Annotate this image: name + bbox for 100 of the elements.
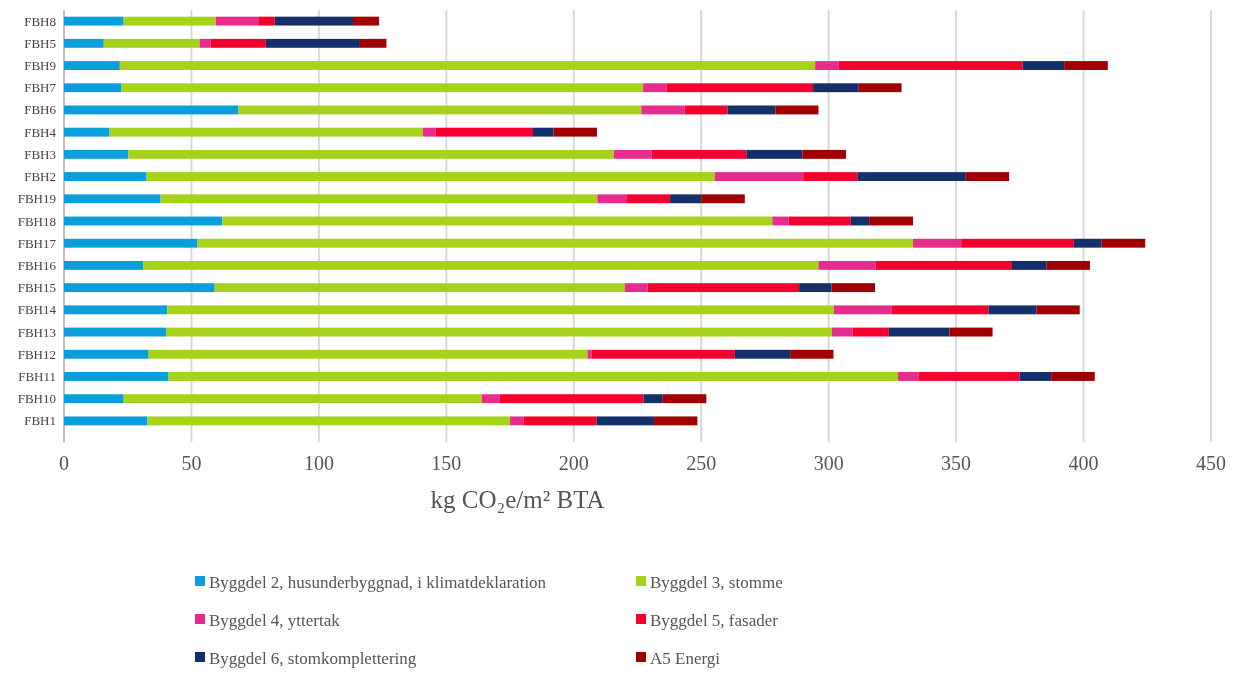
- bar: [852, 327, 889, 337]
- y-tick-label: FBH13: [17, 324, 56, 340]
- x-tick-label: 400: [1068, 452, 1099, 474]
- bar: [523, 416, 597, 426]
- bar: [790, 349, 834, 359]
- y-tick-label: FBH17: [17, 235, 57, 251]
- bar: [1051, 372, 1095, 381]
- bar: [210, 38, 266, 48]
- x-tick-label: 300: [813, 452, 844, 474]
- bar: [199, 38, 211, 48]
- bar: [353, 16, 380, 26]
- bar: [803, 172, 858, 182]
- bar: [1019, 372, 1052, 381]
- bar: [891, 305, 989, 315]
- legend-label: Byggdel 5, fasader: [650, 610, 779, 630]
- bar: [64, 260, 144, 270]
- bar: [666, 83, 814, 93]
- bar: [965, 172, 1010, 182]
- x-tick-label: 350: [941, 452, 972, 474]
- bar: [815, 61, 839, 70]
- bar: [265, 38, 360, 48]
- bar: [838, 61, 1023, 70]
- bar: [913, 238, 962, 248]
- y-tick-label: FBH5: [24, 35, 56, 51]
- bar: [831, 283, 876, 293]
- bar: [662, 394, 707, 404]
- bar: [1022, 61, 1065, 70]
- bar: [147, 416, 511, 426]
- bar: [727, 105, 776, 115]
- y-tick-label: FBH3: [24, 146, 56, 162]
- y-tick-label: FBH15: [17, 280, 56, 296]
- bar: [869, 216, 914, 226]
- bar: [833, 305, 892, 315]
- bar: [587, 349, 592, 359]
- legend-label: Byggdel 4, yttertak: [209, 610, 341, 630]
- bar: [533, 127, 554, 137]
- bar: [435, 127, 533, 137]
- bar: [772, 216, 789, 226]
- bar: [64, 283, 215, 293]
- bar: [918, 372, 1020, 381]
- legend-label: Byggdel 2, husunderbyggnad, i klimatdeklaration: [209, 572, 547, 592]
- bar: [858, 83, 902, 93]
- bar: [734, 349, 791, 359]
- legend-label: A5 Energi: [650, 648, 721, 668]
- bar: [123, 394, 482, 404]
- x-tick-label: 150: [431, 452, 462, 474]
- bar: [146, 172, 715, 182]
- bar: [643, 394, 663, 404]
- bar: [359, 38, 387, 48]
- bar: [510, 416, 524, 426]
- y-tick-label: FBH6: [24, 102, 57, 118]
- bar: [624, 283, 648, 293]
- bar: [64, 349, 149, 359]
- bar: [123, 16, 216, 26]
- x-tick-label: 250: [686, 452, 717, 474]
- bar: [222, 216, 773, 226]
- y-tick-label: FBH11: [18, 369, 56, 385]
- bar: [103, 38, 200, 48]
- bar: [1046, 260, 1090, 270]
- bar: [813, 83, 859, 93]
- bar: [64, 394, 124, 404]
- bar: [64, 149, 129, 159]
- bar: [499, 394, 644, 404]
- bar: [857, 172, 966, 182]
- bar: [165, 327, 832, 337]
- bar: [64, 327, 166, 337]
- bar: [1064, 61, 1108, 70]
- bar: [596, 416, 655, 426]
- legend-label: Byggdel 6, stomkomplettering: [209, 648, 417, 668]
- bar: [641, 105, 685, 115]
- bar: [148, 349, 588, 359]
- bar: [64, 216, 223, 226]
- bar: [775, 105, 819, 115]
- x-tick-label: 100: [303, 452, 334, 474]
- bar: [422, 127, 436, 137]
- y-tick-label: FBH9: [24, 58, 56, 74]
- bar: [128, 149, 614, 159]
- bar: [214, 283, 625, 293]
- y-tick-label: FBH4: [24, 124, 57, 140]
- bar: [1073, 238, 1102, 248]
- bar: [274, 16, 354, 26]
- bar: [64, 38, 104, 48]
- x-axis-title: kg CO₂e/m² BTA: [430, 486, 605, 513]
- bar: [647, 283, 800, 293]
- bar: [109, 127, 423, 137]
- y-tick-label: FBH10: [17, 391, 56, 407]
- bar: [167, 305, 834, 315]
- bar: [215, 16, 259, 26]
- y-tick-label: FBH16: [17, 257, 57, 273]
- bar: [160, 194, 598, 204]
- bar: [802, 149, 846, 159]
- bar: [591, 349, 735, 359]
- bar: [64, 83, 122, 93]
- y-tick-label: FBH19: [17, 191, 56, 207]
- bar: [988, 305, 1037, 315]
- bar: [258, 16, 275, 26]
- bar: [121, 83, 644, 93]
- bar: [799, 283, 832, 293]
- bar: [670, 194, 702, 204]
- bar: [64, 16, 124, 26]
